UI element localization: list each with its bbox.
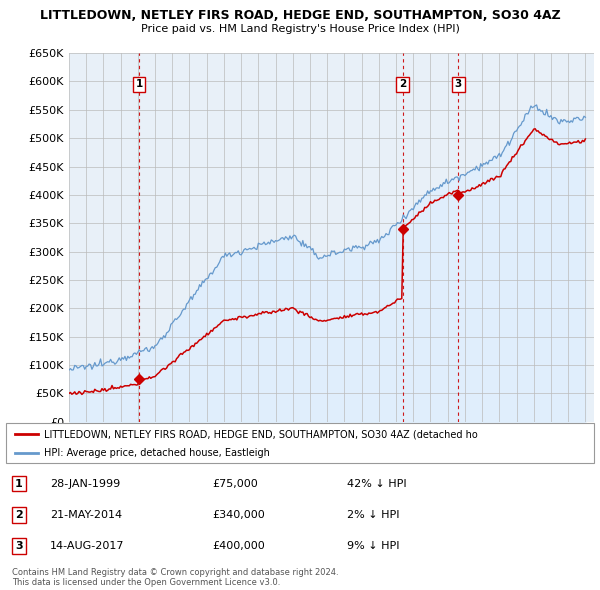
Text: 2: 2 [399, 79, 406, 89]
Text: 9% ↓ HPI: 9% ↓ HPI [347, 541, 400, 551]
Text: 14-AUG-2017: 14-AUG-2017 [50, 541, 125, 551]
Text: 1: 1 [136, 79, 143, 89]
Text: £340,000: £340,000 [212, 510, 265, 520]
Text: 1: 1 [15, 478, 23, 489]
Text: 3: 3 [15, 541, 23, 551]
Text: HPI: Average price, detached house, Eastleigh: HPI: Average price, detached house, East… [44, 448, 270, 458]
Text: 2% ↓ HPI: 2% ↓ HPI [347, 510, 400, 520]
Text: 28-JAN-1999: 28-JAN-1999 [50, 478, 121, 489]
Text: 21-MAY-2014: 21-MAY-2014 [50, 510, 122, 520]
Text: 2: 2 [15, 510, 23, 520]
Text: LITTLEDOWN, NETLEY FIRS ROAD, HEDGE END, SOUTHAMPTON, SO30 4AZ: LITTLEDOWN, NETLEY FIRS ROAD, HEDGE END,… [40, 9, 560, 22]
Text: Price paid vs. HM Land Registry's House Price Index (HPI): Price paid vs. HM Land Registry's House … [140, 24, 460, 34]
Text: Contains HM Land Registry data © Crown copyright and database right 2024.
This d: Contains HM Land Registry data © Crown c… [12, 568, 338, 587]
Text: 3: 3 [455, 79, 462, 89]
Text: £400,000: £400,000 [212, 541, 265, 551]
Text: LITTLEDOWN, NETLEY FIRS ROAD, HEDGE END, SOUTHAMPTON, SO30 4AZ (detached ho: LITTLEDOWN, NETLEY FIRS ROAD, HEDGE END,… [44, 430, 478, 440]
Text: 42% ↓ HPI: 42% ↓ HPI [347, 478, 407, 489]
Text: £75,000: £75,000 [212, 478, 257, 489]
